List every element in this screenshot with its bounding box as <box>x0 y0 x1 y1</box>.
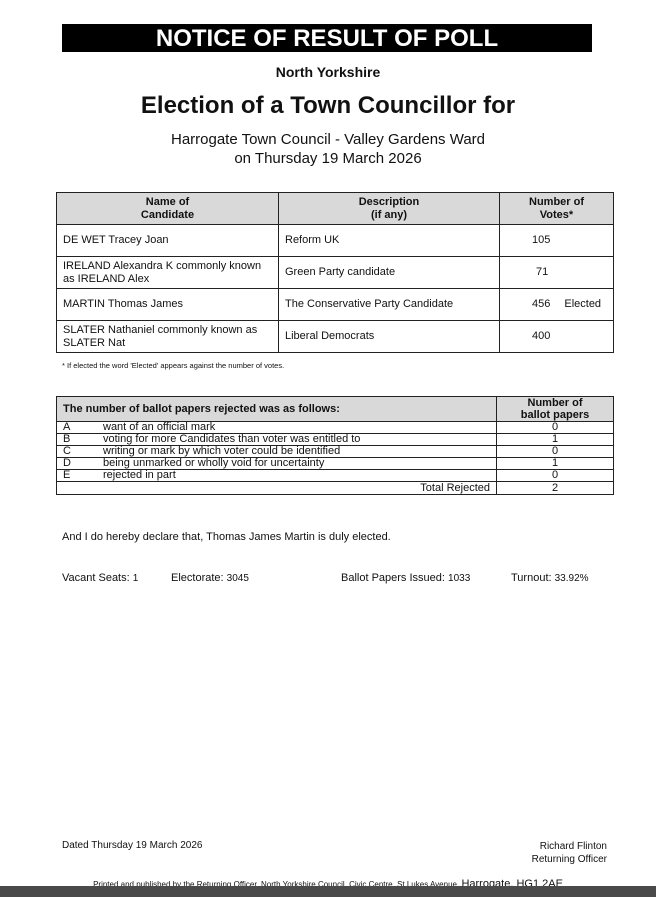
electorate-value: 3045 <box>226 573 249 584</box>
elected-marker: Elected <box>564 298 602 310</box>
candidate-name: IRELAND Alexandra K commonly known as IR… <box>56 256 279 289</box>
ballot-papers-issued: Ballot Papers Issued: 1033 <box>341 572 470 584</box>
county-name: North Yorkshire <box>275 64 381 80</box>
rejected-ballots-table: The number of ballot papers rejected was… <box>56 396 614 495</box>
candidate-votes: 71 <box>499 256 614 289</box>
table-row: DE WET Tracey Joan Reform UK 105 <box>56 224 614 257</box>
candidates-table: Name of Candidate Description (if any) N… <box>56 192 614 353</box>
vacant-seats: Vacant Seats: 1 <box>62 572 138 584</box>
issued-value: 1033 <box>448 573 471 584</box>
candidate-description: Reform UK <box>278 224 500 257</box>
reason-letter: E <box>56 469 97 482</box>
reason-text: being unmarked or wholly void for uncert… <box>97 457 497 470</box>
reason-text: voting for more Candidates than voter wa… <box>97 433 497 446</box>
candidate-description: Liberal Democrats <box>278 320 500 353</box>
reason-count: 0 <box>496 445 614 458</box>
total-label: Total Rejected <box>56 481 497 495</box>
reason-count: 1 <box>496 457 614 470</box>
electorate: Electorate: 3045 <box>171 572 249 584</box>
reason-count: 0 <box>496 421 614 434</box>
footnote: * If elected the word 'Elected' appears … <box>62 361 285 370</box>
turnout: Turnout: 33.92% <box>511 572 589 584</box>
candidate-votes: 456 Elected <box>499 288 614 321</box>
reason-letter: B <box>56 433 97 446</box>
reason-count: 0 <box>496 469 614 482</box>
declaration: And I do hereby declare that, Thomas Jam… <box>62 531 391 543</box>
candidate-description: The Conservative Party Candidate <box>278 288 500 321</box>
issued-label: Ballot Papers Issued: <box>341 572 445 584</box>
election-date: on Thursday 19 March 2026 <box>234 150 422 167</box>
candidate-name: DE WET Tracey Joan <box>56 224 279 257</box>
table-row: MARTIN Thomas James The Conservative Par… <box>56 288 614 321</box>
votes-value: 456 <box>532 298 551 310</box>
reason-count: 1 <box>496 433 614 446</box>
dated: Dated Thursday 19 March 2026 <box>62 840 203 851</box>
returning-officer: Richard Flinton Returning Officer <box>532 840 607 866</box>
council-ward: Harrogate Town Council - Valley Gardens … <box>170 131 486 148</box>
turnout-label: Turnout: <box>511 572 552 584</box>
bottom-bar <box>0 886 656 897</box>
header-description: Description (if any) <box>278 192 500 225</box>
turnout-value: 33.92% <box>554 573 589 584</box>
candidate-name: MARTIN Thomas James <box>56 288 279 321</box>
reason-text: want of an official mark <box>97 421 497 434</box>
candidate-votes: 400 <box>499 320 614 353</box>
table-header-row: The number of ballot papers rejected was… <box>56 396 614 422</box>
vacant-value: 1 <box>132 573 139 584</box>
candidate-votes: 105 <box>499 224 614 257</box>
election-heading: Election of a Town Councillor for <box>140 92 516 119</box>
votes-value: 71 <box>536 266 549 278</box>
reason-letter: C <box>56 445 97 458</box>
vacant-label: Vacant Seats: <box>62 572 130 584</box>
total-row: Total Rejected 2 <box>56 481 614 495</box>
reason-letter: D <box>56 457 97 470</box>
count-header: Number of ballot papers <box>496 396 614 422</box>
header-name: Name of Candidate <box>56 192 279 225</box>
imprint-text: Printed and published by the Returning O… <box>93 880 460 889</box>
votes-value: 105 <box>532 234 551 246</box>
table-row: SLATER Nathaniel commonly known as SLATE… <box>56 320 614 353</box>
reason-letter: A <box>56 421 97 434</box>
notice-title: NOTICE OF RESULT OF POLL <box>62 24 592 52</box>
electorate-label: Electorate: <box>171 572 224 584</box>
table-header-row: Name of Candidate Description (if any) N… <box>56 192 614 225</box>
header-votes: Number of Votes* <box>499 192 614 225</box>
total-value: 2 <box>496 481 614 495</box>
candidate-name: SLATER Nathaniel commonly known as SLATE… <box>56 320 279 353</box>
reason-text: rejected in part <box>97 469 497 482</box>
votes-value: 400 <box>532 330 551 342</box>
table-row: IRELAND Alexandra K commonly known as IR… <box>56 256 614 289</box>
candidate-description: Green Party candidate <box>278 256 500 289</box>
reason-text: writing or mark by which voter could be … <box>97 445 497 458</box>
rejected-header: The number of ballot papers rejected was… <box>56 396 497 422</box>
officer-title: Returning Officer <box>531 854 607 865</box>
officer-name: Richard Flinton <box>539 841 607 852</box>
